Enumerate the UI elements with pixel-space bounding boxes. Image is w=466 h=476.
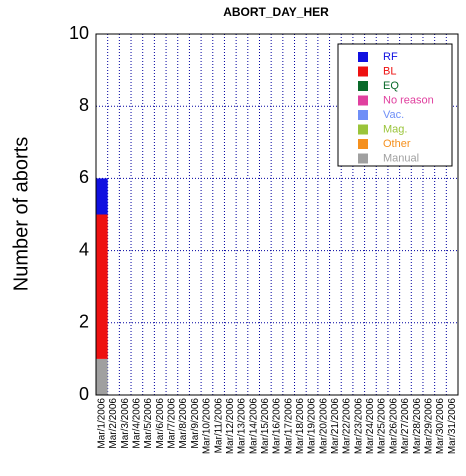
x-tick-label: Mar/19/2006: [307, 398, 318, 455]
y-tick-label: 2: [79, 312, 89, 332]
x-tick-label: Mar/6/2006: [155, 398, 166, 449]
x-tick-label: Mar/11/2006: [213, 398, 224, 454]
x-tick-label: Mar/14/2006: [248, 398, 259, 455]
x-tick-label: Mar/5/2006: [143, 398, 154, 449]
x-tick-label: Mar/21/2006: [330, 398, 341, 455]
legend-label: Other: [383, 138, 411, 150]
legend-label: EQ: [383, 80, 399, 92]
legend-swatch: [358, 110, 368, 120]
x-tick-label: Mar/17/2006: [283, 398, 294, 455]
y-tick-label: 0: [79, 384, 89, 404]
x-tick-label: Mar/24/2006: [365, 398, 376, 455]
x-tick-label: Mar/10/2006: [202, 398, 213, 455]
x-tick-label: Mar/30/2006: [435, 398, 446, 455]
y-tick-label: 4: [79, 239, 89, 259]
y-tick-label: 6: [79, 167, 89, 187]
bar-segment: [96, 178, 108, 215]
legend-label: Mag.: [383, 123, 407, 135]
legend-swatch: [358, 139, 368, 149]
legend-label: RF: [383, 51, 398, 63]
bar-segment: [96, 358, 108, 395]
plot-frame: [95, 33, 459, 396]
legend-label: Vac.: [383, 109, 404, 121]
legend-label: BL: [383, 65, 396, 77]
x-tick-label: Mar/8/2006: [178, 398, 189, 449]
legend-label: Manual: [383, 152, 419, 164]
x-tick-label: Mar/9/2006: [190, 398, 201, 449]
x-tick-label: Mar/22/2006: [342, 398, 353, 455]
x-tick-label: Mar/7/2006: [167, 398, 178, 449]
x-tick-label: Mar/2/2006: [108, 398, 119, 449]
y-tick-label: 10: [69, 23, 89, 43]
x-tick-label: Mar/31/2006: [447, 398, 458, 455]
x-tick-label: Mar/23/2006: [353, 398, 364, 455]
x-tick-label: Mar/12/2006: [225, 398, 236, 455]
x-tick-label: Mar/25/2006: [377, 398, 388, 455]
y-tick-label: 8: [79, 95, 89, 115]
x-tick-label: Mar/28/2006: [412, 398, 423, 455]
legend-box: [337, 43, 453, 167]
legend-swatch: [358, 52, 368, 62]
legend-swatch: [358, 95, 368, 106]
legend-swatch: [358, 153, 368, 164]
x-tick-label: Mar/15/2006: [260, 398, 271, 455]
legend-label: No reason: [383, 94, 434, 106]
chart-title: ABORT_DAY_HER: [223, 5, 329, 19]
x-tick-label: Mar/4/2006: [132, 398, 143, 449]
bar-segment: [96, 214, 108, 359]
legend-swatch: [358, 81, 368, 91]
x-tick-label: Mar/13/2006: [237, 398, 248, 455]
x-tick-label: Mar/20/2006: [318, 398, 329, 455]
x-tick-label: Mar/29/2006: [423, 398, 434, 455]
x-tick-label: Mar/26/2006: [388, 398, 399, 455]
x-tick-label: Mar/16/2006: [272, 398, 283, 455]
legend-swatch: [358, 66, 368, 77]
legend-swatch: [358, 124, 368, 135]
y-axis-label: Number of aborts: [10, 137, 32, 292]
x-tick-label: Mar/1/2006: [96, 398, 107, 449]
x-tick-label: Mar/18/2006: [295, 398, 306, 455]
x-tick-label: Mar/3/2006: [120, 398, 131, 449]
x-tick-label: Mar/27/2006: [400, 398, 411, 455]
